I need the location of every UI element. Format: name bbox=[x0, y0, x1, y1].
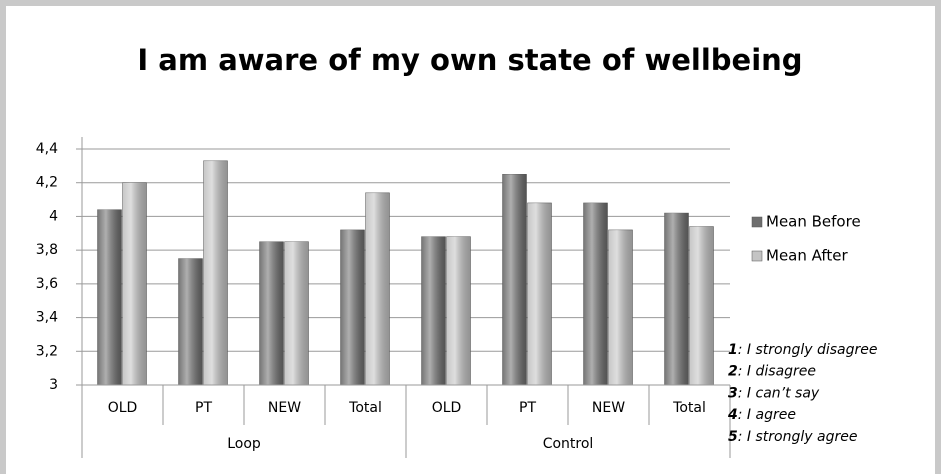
scale-note: 3: I can’t say bbox=[728, 385, 820, 401]
bar-shine bbox=[340, 229, 365, 385]
legend-label: Mean Before bbox=[766, 213, 861, 231]
bar-shine bbox=[421, 236, 446, 385]
bar-shine bbox=[284, 241, 309, 385]
x-tick-label: PT bbox=[519, 400, 536, 416]
x-tick-label: NEW bbox=[592, 400, 625, 416]
bar-shine bbox=[259, 241, 284, 385]
bar-shine bbox=[689, 226, 714, 385]
y-tick-label: 3,2 bbox=[36, 343, 58, 359]
group-label: Control bbox=[543, 436, 594, 452]
scale-note: 1: I strongly disagree bbox=[728, 342, 878, 358]
scale-note: 2: I disagree bbox=[728, 364, 816, 380]
y-tick-label: 3,4 bbox=[36, 310, 58, 326]
y-tick-label: 4 bbox=[49, 208, 58, 224]
bar-shine bbox=[178, 258, 203, 385]
bar-shine bbox=[446, 236, 471, 385]
y-tick-label: 3,6 bbox=[36, 276, 58, 292]
y-tick-label: 4,4 bbox=[36, 141, 58, 157]
bar-shine bbox=[664, 213, 689, 385]
x-tick-label: PT bbox=[195, 400, 212, 416]
scale-note-text: : I agree bbox=[738, 407, 796, 423]
legend-swatch bbox=[751, 216, 763, 228]
scale-note-key: 4 bbox=[727, 407, 738, 423]
group-label: Loop bbox=[227, 436, 261, 452]
legend-label: Mean After bbox=[766, 247, 848, 265]
scale-note-text: : I strongly disagree bbox=[738, 342, 878, 358]
bar-shine bbox=[527, 202, 552, 385]
bar-shine bbox=[122, 182, 147, 385]
x-tick-label: OLD bbox=[108, 400, 138, 416]
scale-note: 4: I agree bbox=[727, 407, 796, 423]
x-tick-label: Total bbox=[672, 400, 706, 416]
y-tick-label: 4,2 bbox=[36, 175, 58, 191]
scale-note-text: : I disagree bbox=[738, 364, 816, 380]
bar-shine bbox=[583, 202, 608, 385]
scale-note-key: 1 bbox=[728, 342, 738, 358]
x-tick-label: Total bbox=[348, 400, 382, 416]
scale-note-text: : I strongly agree bbox=[738, 429, 858, 445]
scale-note-key: 5 bbox=[728, 429, 738, 445]
x-tick-label: OLD bbox=[432, 400, 462, 416]
bar-shine bbox=[97, 209, 122, 385]
bar-shine bbox=[502, 174, 527, 385]
legend-swatch bbox=[751, 250, 763, 262]
bar-shine bbox=[203, 160, 228, 385]
scale-note: 5: I strongly agree bbox=[728, 429, 857, 445]
scale-note-text: : I can’t say bbox=[738, 385, 820, 401]
bar-shine bbox=[365, 192, 390, 385]
chart-title: I am aware of my own state of wellbeing bbox=[137, 43, 802, 77]
y-tick-label: 3 bbox=[49, 377, 58, 393]
scale-note-key: 2 bbox=[728, 364, 738, 380]
y-tick-label: 3,8 bbox=[36, 242, 58, 258]
bar-shine bbox=[608, 229, 633, 385]
scale-note-key: 3 bbox=[728, 385, 738, 401]
x-tick-label: NEW bbox=[268, 400, 301, 416]
